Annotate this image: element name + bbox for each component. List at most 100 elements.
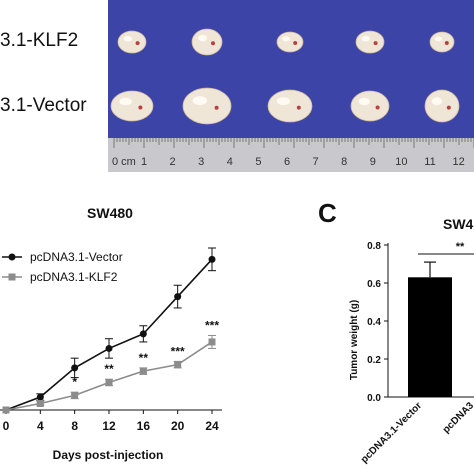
ruler-number-2: 2 — [170, 156, 176, 168]
data-point-1 — [71, 391, 79, 399]
data-point-1 — [139, 367, 147, 375]
bar-group — [408, 261, 452, 397]
tumor-1-3 — [350, 90, 390, 122]
tumor-highlight — [361, 35, 370, 42]
growth-chart: SW480 pcDNA3.1-Vector pcDNA3.1-KLF2 0 4 8 1… — [0, 205, 222, 462]
y-tick-label: 0.0 — [367, 393, 381, 404]
ruler-numbers: 1 2 3 4 5 6 7 8 9 10 11 12 — [141, 156, 465, 168]
ruler-number-8: 8 — [341, 156, 347, 168]
tumor-photo: 0 cm 1 2 3 4 5 6 7 8 9 10 11 12 — [108, 0, 474, 172]
significance-star: ** — [139, 351, 149, 365]
data-point-0 — [105, 344, 113, 352]
tumor-1-1 — [182, 87, 232, 125]
tumor-0-2 — [276, 31, 304, 53]
x-axis-label: Days post-injection — [53, 448, 164, 462]
x-ticks: 0 4 8 12 16 20 24 — [3, 410, 219, 433]
x-tick-label: 8 — [71, 419, 78, 433]
ruler-number-7: 7 — [313, 156, 319, 168]
ruler — [108, 138, 474, 172]
ruler-number-4: 4 — [227, 156, 233, 168]
tumor-spot — [373, 41, 378, 46]
significance-star: *** — [205, 318, 219, 332]
legend-label-klf2: pcDNA3.1-KLF2 — [30, 270, 118, 284]
ruler-number-9: 9 — [370, 156, 376, 168]
tumor-set — [110, 28, 460, 125]
tumor-0-1 — [191, 28, 223, 56]
panel-label-c: C — [318, 198, 337, 228]
x-tick-label: 16 — [137, 419, 151, 433]
significance-group: ***** ****** — [72, 318, 219, 389]
ruler-ticks — [113, 138, 474, 148]
bar-category-label-0: pcDNA3.1-Vector — [359, 400, 424, 465]
legend-marker-vector — [8, 253, 16, 261]
tumor-spot — [135, 41, 140, 46]
x-tick-label: 20 — [171, 419, 185, 433]
row-label-vector: 3.1-Vector — [0, 95, 87, 116]
data-point-0 — [208, 255, 216, 263]
data-point-1 — [208, 338, 216, 346]
tumor-spot — [375, 105, 380, 110]
tumor-spot — [444, 41, 449, 45]
data-point-0 — [36, 393, 44, 401]
tumor-0-3 — [355, 30, 385, 54]
data-point-1 — [2, 406, 10, 414]
tumor-1-2 — [267, 89, 313, 123]
tumor-highlight — [119, 97, 132, 106]
tumor-highlight — [358, 97, 370, 106]
bar-0 — [408, 277, 452, 397]
ruler-origin-label: 0 cm — [112, 156, 136, 168]
bar-category-label-1: pcDNA3 — [441, 400, 474, 436]
legend: pcDNA3.1-Vector pcDNA3.1-KLF2 — [2, 250, 123, 284]
significance-star: *** — [171, 344, 185, 358]
tumor-highlight — [431, 97, 442, 106]
significance-star: ** — [104, 362, 114, 376]
y-tick-label: 0.8 — [367, 241, 381, 252]
weight-chart: SW4 Tumor weight (g) 0.00.20.40.60.8 ** … — [349, 216, 474, 465]
data-point-0 — [71, 364, 79, 372]
x-tick-label: 24 — [205, 419, 219, 433]
tumor-highlight — [198, 34, 207, 42]
ruler-number-11: 11 — [424, 156, 435, 168]
data-point-1 — [174, 361, 182, 369]
data-point-0 — [139, 330, 147, 338]
ruler-number-10: 10 — [395, 156, 407, 168]
legend-label-vector: pcDNA3.1-Vector — [30, 250, 123, 264]
data-point-0 — [174, 293, 182, 301]
bar-chart-title: SW4 — [443, 216, 474, 232]
y-tick-label: 0.4 — [367, 317, 381, 328]
tumor-1-4 — [424, 89, 460, 123]
tumor-highlight — [192, 96, 207, 106]
tumor-highlight — [123, 35, 132, 42]
significance-mark: ** — [456, 241, 465, 253]
tumor-spot — [296, 105, 301, 110]
y-tick-label: 0.6 — [367, 279, 381, 290]
y-tick-label: 0.2 — [367, 355, 381, 366]
data-point-1 — [36, 400, 44, 408]
tumor-spot — [293, 41, 298, 45]
tumor-spot — [138, 105, 143, 110]
tumor-highlight — [282, 36, 290, 42]
x-tick-label: 12 — [102, 419, 116, 433]
tumor-0-4 — [429, 31, 455, 53]
tumor-spot — [446, 105, 451, 110]
series-group — [2, 247, 216, 414]
y-axis-label: Tumor weight (g) — [349, 300, 360, 380]
tumor-0-0 — [117, 30, 147, 54]
legend-marker-klf2 — [8, 273, 16, 281]
ruler-number-1: 1 — [141, 156, 147, 168]
data-point-1 — [105, 378, 113, 386]
ruler-number-6: 6 — [284, 156, 290, 168]
ruler-number-3: 3 — [198, 156, 204, 168]
bar-y-ticks: 0.0 0.2 0.4 0.6 0.8 — [367, 241, 388, 404]
tumor-spot — [211, 41, 215, 46]
tumor-1-0 — [110, 90, 154, 122]
x-tick-label: 4 — [37, 419, 44, 433]
significance-star: * — [72, 375, 77, 389]
tumor-spot — [214, 105, 219, 110]
chart-title: SW480 — [87, 205, 133, 221]
tumor-highlight — [276, 97, 290, 106]
row-label-klf2: 3.1-KLF2 — [0, 30, 79, 51]
ruler-number-12: 12 — [452, 156, 464, 168]
x-tick-label: 0 — [3, 419, 10, 433]
ruler-number-5: 5 — [255, 156, 261, 168]
